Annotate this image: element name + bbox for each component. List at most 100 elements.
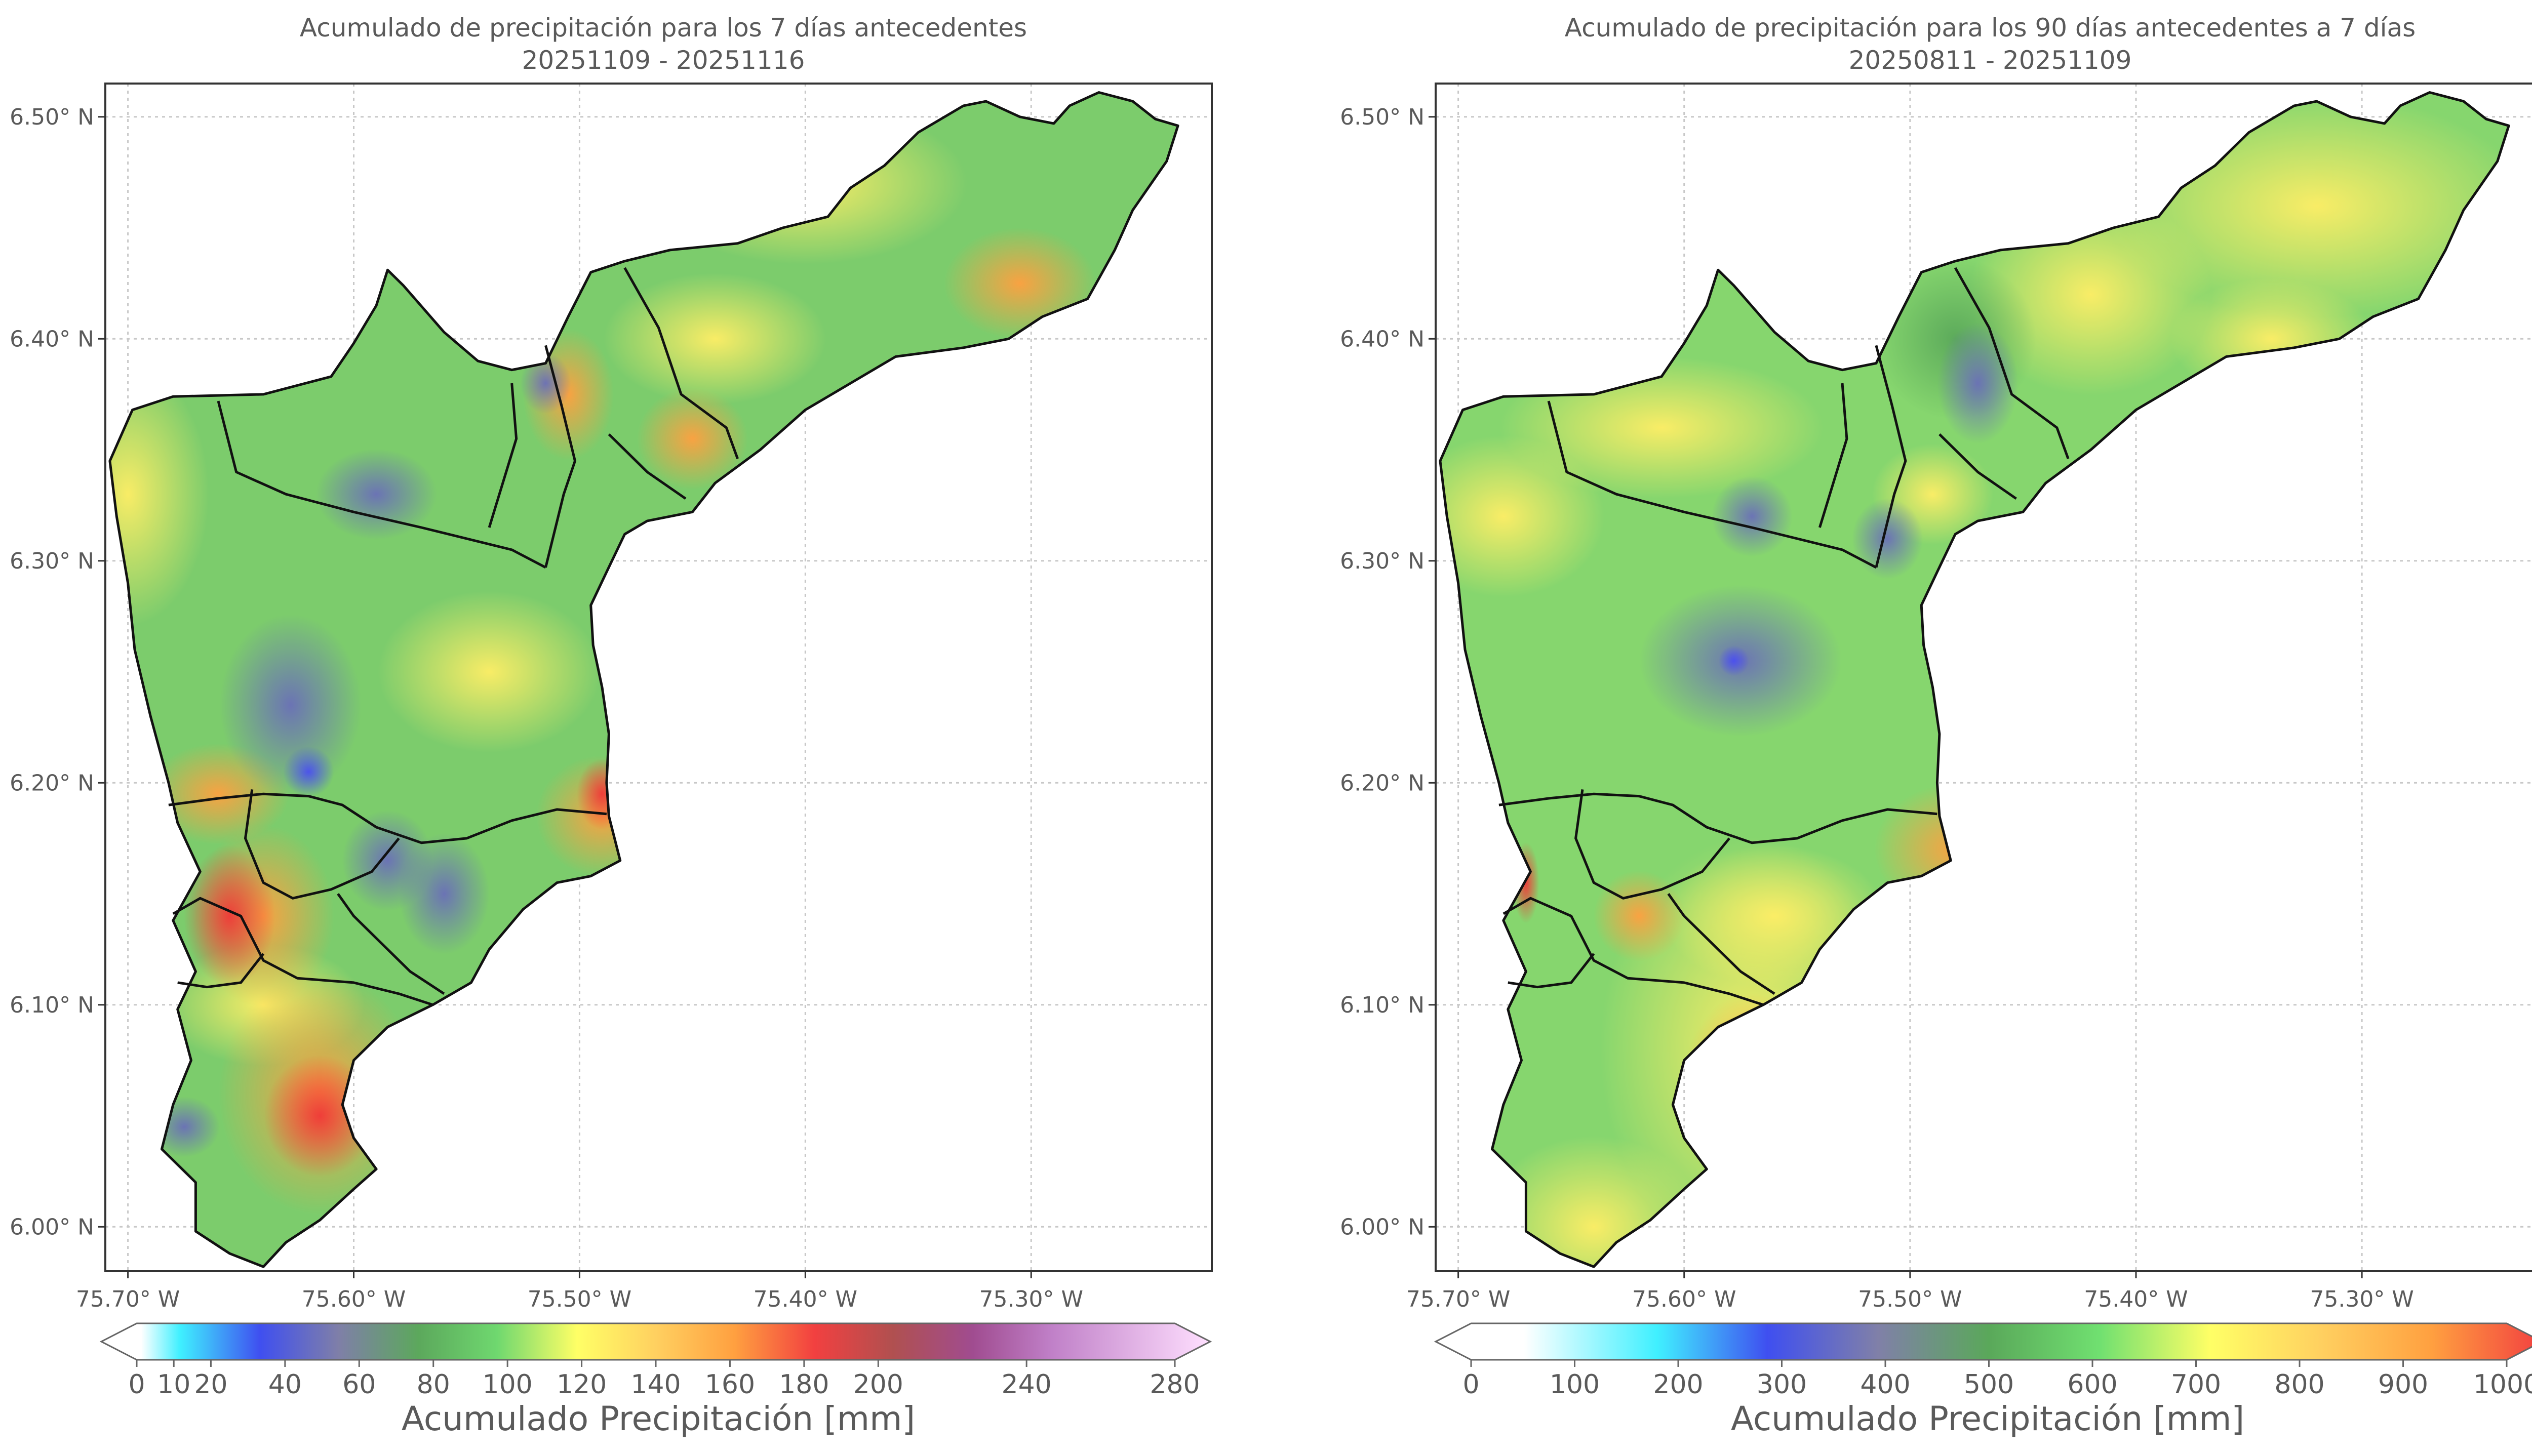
panel-1-x-axis: 75.70° W 75.60° W 75.50° W 75.40° W 75.30° W (76, 1271, 1083, 1312)
precip-blob-slate (398, 833, 490, 955)
colorbar-tick-label: 20 (194, 1369, 227, 1400)
panel-2-colorbar-label: Acumulado Precipitación [mm] (1731, 1399, 2244, 1438)
y-tick-label: 6.00° N (1340, 1214, 1425, 1240)
x-tick-label: 75.60° W (1632, 1286, 1736, 1312)
precip-blob-slate (1852, 498, 1923, 579)
panel-2-colorbar-bar (1434, 1322, 2532, 1361)
colorbar-tick-label: 200 (853, 1369, 903, 1400)
colorbar-tick-label: 700 (2171, 1369, 2221, 1400)
y-tick-label: 6.40° N (10, 326, 94, 352)
colorbar-tick-label: 600 (2067, 1369, 2117, 1400)
subbasin-line (168, 792, 607, 844)
colorbar-tick-label: 160 (705, 1369, 755, 1400)
colorbar-tick-label: 0 (1462, 1369, 1479, 1400)
y-tick-label: 6.00° N (10, 1214, 94, 1240)
panel-1-y-axis: 6.00° N 6.10° N 6.20° N 6.30° N 6.40° N 6.50°… (10, 104, 105, 1240)
x-tick-label: 75.30° W (2310, 1286, 2414, 1312)
y-tick-label: 6.40° N (1340, 326, 1425, 352)
panel-1-axes-frame (104, 83, 1213, 1272)
subbasin-line (1818, 383, 1848, 528)
panel-2-subtitle: 20250811 - 20251109 (1849, 46, 2132, 75)
colorbar-tick-label: 180 (779, 1369, 829, 1400)
panel-1-subtitle: 20251109 - 20251116 (522, 46, 805, 75)
subbasin-line (544, 345, 576, 568)
precip-blob-yellow (378, 591, 601, 753)
precip-blob-orange (943, 227, 1096, 339)
subbasin-line (1954, 267, 2070, 459)
subbasin-line (337, 893, 445, 995)
panel-2-precipitation-field (1440, 92, 2509, 1267)
colorbar-tick-label: 800 (2274, 1369, 2324, 1400)
colorbar-tick-label: 40 (268, 1369, 302, 1400)
x-tick-label: 75.50° W (528, 1286, 631, 1312)
subbasin-line (1498, 792, 1937, 844)
colorbar-tick-label: 1000 (2473, 1369, 2532, 1400)
subbasin-line (623, 267, 739, 459)
x-tick-label: 75.40° W (754, 1286, 857, 1312)
subbasin-line (488, 383, 518, 528)
panel-7-day-map: Acumulado de precipitación para los 7 dí… (10, 13, 1213, 1438)
x-tick-label: 75.50° W (1858, 1286, 1962, 1312)
panel-1-title: Acumulado de precipitación para los 7 dí… (300, 13, 1027, 43)
colorbar-tick-label: 120 (557, 1369, 607, 1400)
precip-blob-yellow (109, 362, 209, 626)
subbasin-line (1938, 433, 2017, 500)
x-tick-label: 75.30° W (979, 1286, 1083, 1312)
panel-2-x-axis: 75.70° W 75.60° W 75.50° W 75.40° W 75.30° W (1406, 1271, 2414, 1312)
subbasin-line (177, 953, 265, 989)
subbasin-line (1574, 789, 1730, 900)
panel-1-colorbar-bar (99, 1322, 1212, 1361)
precip-blob-yellow (1663, 845, 1886, 987)
subbasin-line (1667, 893, 1775, 995)
subbasin-line (1875, 345, 1907, 568)
y-tick-label: 6.10° N (1340, 992, 1425, 1018)
precip-blob-blue (1718, 645, 1749, 676)
colorbar-tick-label: 100 (1550, 1369, 1600, 1400)
colorbar-tick-label: 400 (1860, 1369, 1910, 1400)
y-tick-label: 6.30° N (1340, 548, 1425, 574)
subbasin-line (1547, 400, 1877, 569)
colorbar-tick-label: 500 (1964, 1369, 2014, 1400)
precip-blob-slate (1937, 322, 2019, 444)
precip-blob-slate (1711, 476, 1793, 557)
panel-2-colorbar: 0 100 200 300 400 500 600 700 800 900 1000 Acumula… (1434, 1322, 2532, 1438)
precip-blob-yellow (603, 273, 826, 405)
y-tick-label: 6.50° N (1340, 104, 1425, 130)
precip-blob-blue (283, 746, 334, 797)
subbasin-line (1508, 953, 1595, 989)
y-tick-label: 6.20° N (10, 770, 94, 796)
colorbar-tick-label: 300 (1757, 1369, 1807, 1400)
precip-blob-orange (1874, 783, 2037, 915)
y-tick-label: 6.30° N (10, 548, 94, 574)
colorbar-tick-label: 60 (342, 1369, 376, 1400)
x-tick-label: 75.60° W (302, 1286, 406, 1312)
panel-2-title: Acumulado de precipitación para los 90 d… (1565, 13, 2416, 43)
colorbar-tick-label: 200 (1653, 1369, 1703, 1400)
precip-blob-orange (637, 388, 748, 490)
panel-2-axes-frame (1435, 83, 2532, 1272)
panel-1-subbasin-boundaries (168, 267, 739, 1006)
panel-2-y-axis: 6.00° N 6.10° N 6.20° N 6.30° N 6.40° N 6.50°… (1340, 104, 1436, 1240)
precip-blob-yellow (1440, 435, 1605, 598)
subbasin-line (244, 789, 400, 900)
precip-blob-slate (219, 614, 362, 796)
precip-blob-red (577, 758, 628, 830)
subbasin-line (172, 897, 433, 1006)
colorbar-tick-label: 240 (1002, 1369, 1052, 1400)
subbasin-line (608, 433, 687, 500)
precip-blob-slate (149, 1096, 220, 1157)
panel-1-region-outline (108, 91, 1179, 1268)
y-tick-label: 6.50° N (10, 104, 94, 130)
precip-blob-yellow (2170, 278, 2373, 400)
precip-blob-red (264, 1055, 376, 1177)
precip-blob-red (184, 845, 275, 987)
panel-1-colorbar-label: Acumulado Precipitación [mm] (402, 1399, 915, 1438)
colorbar-tick-label: 100 (483, 1369, 533, 1400)
colorbar-tick-label: 0 (128, 1369, 145, 1400)
subbasin-line (1502, 897, 1764, 1006)
x-tick-label: 75.40° W (2084, 1286, 2188, 1312)
precip-blob-slate (315, 449, 438, 540)
panel-2-region-outline (1439, 91, 2510, 1268)
subbasin-line (217, 400, 546, 569)
